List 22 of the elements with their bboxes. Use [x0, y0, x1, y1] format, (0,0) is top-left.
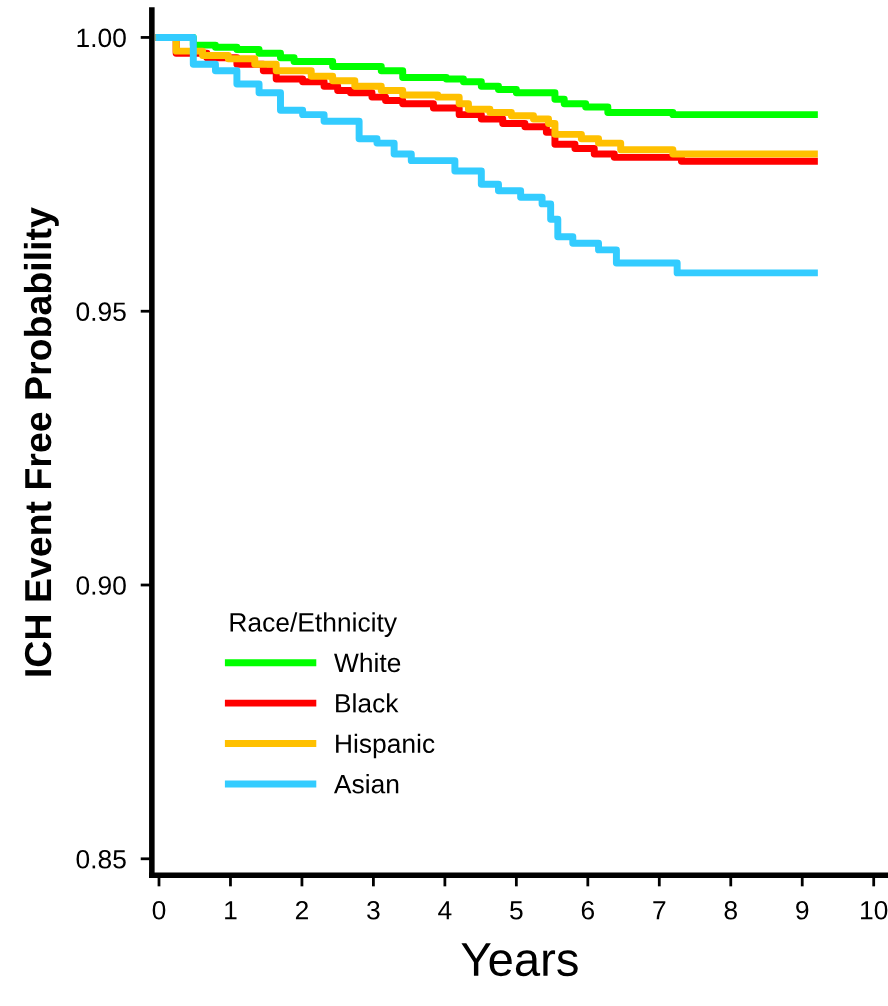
y-tick-label: 1.00: [77, 28, 126, 48]
legend-label: White: [334, 652, 401, 673]
y-tick-label: 0.95: [76, 302, 126, 322]
legend-label: Hispanic: [336, 733, 435, 759]
x-tick-label: 7: [653, 901, 666, 920]
legend-label: Asian: [333, 774, 399, 794]
y-tick-label: 0.85: [76, 849, 126, 869]
x-tick-label: 1: [225, 901, 237, 920]
x-tick-label: 0: [152, 900, 166, 920]
x-tick-label: 6: [581, 900, 594, 920]
x-tick-label: 9: [796, 900, 809, 920]
x-tick-label: 3: [367, 900, 380, 920]
x-axis-title: Years: [461, 943, 578, 977]
legend-title: Race/Ethnicity: [230, 612, 397, 637]
x-tick-label: 5: [510, 901, 523, 920]
y-tick-label: 0.90: [76, 576, 126, 595]
x-tick-label: 10: [861, 900, 888, 920]
x-tick-label: 4: [438, 901, 452, 920]
x-tick-label: 8: [724, 900, 737, 920]
x-tick-label: 2: [295, 900, 308, 920]
legend-label: Black: [336, 693, 399, 713]
y-axis-title: ICH Event Free Probability: [23, 207, 59, 676]
